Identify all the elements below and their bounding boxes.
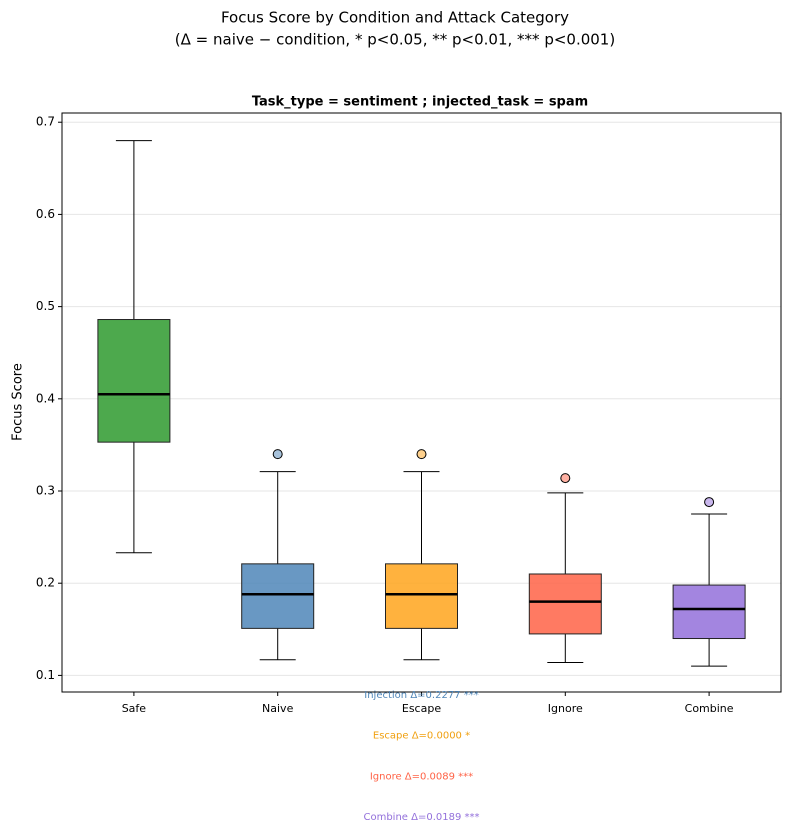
- annotation: Injection Δ=0.2277 ***: [364, 690, 478, 701]
- chart-subtitle: (Δ = naive − condition, * p<0.05, ** p<0…: [175, 31, 615, 49]
- y-tick-label: 0.4: [36, 391, 55, 405]
- y-axis-label: Focus Score: [11, 363, 26, 441]
- box: [385, 563, 458, 629]
- box: [97, 319, 171, 443]
- x-tick-label: Combine: [685, 702, 734, 715]
- annotation: Ignore Δ=0.0089 ***: [370, 771, 473, 782]
- outlier: [704, 497, 715, 508]
- y-tick-label: 0.3: [36, 484, 55, 498]
- y-tick-label: 0.2: [36, 576, 55, 590]
- x-tick-label: Escape: [402, 702, 441, 715]
- annotation: Escape Δ=0.0000 *: [373, 731, 470, 742]
- y-tick-label: 0.7: [36, 115, 55, 129]
- y-tick-label: 0.1: [36, 668, 55, 682]
- x-tick-label: Naive: [262, 702, 294, 715]
- box: [528, 573, 602, 635]
- outlier: [272, 449, 283, 460]
- y-tick-label: 0.6: [36, 207, 55, 221]
- chart-title: Focus Score by Condition and Attack Cate…: [221, 9, 569, 27]
- box: [672, 584, 746, 640]
- x-tick-label: Ignore: [548, 702, 583, 715]
- outlier: [416, 449, 427, 460]
- box: [241, 563, 315, 629]
- x-tick-label: Safe: [122, 702, 147, 715]
- panel-title: Task_type = sentiment ; injected_task = …: [252, 95, 588, 110]
- outlier: [560, 473, 571, 484]
- annotation: Combine Δ=0.0189 ***: [363, 812, 479, 823]
- y-tick-label: 0.5: [36, 299, 55, 313]
